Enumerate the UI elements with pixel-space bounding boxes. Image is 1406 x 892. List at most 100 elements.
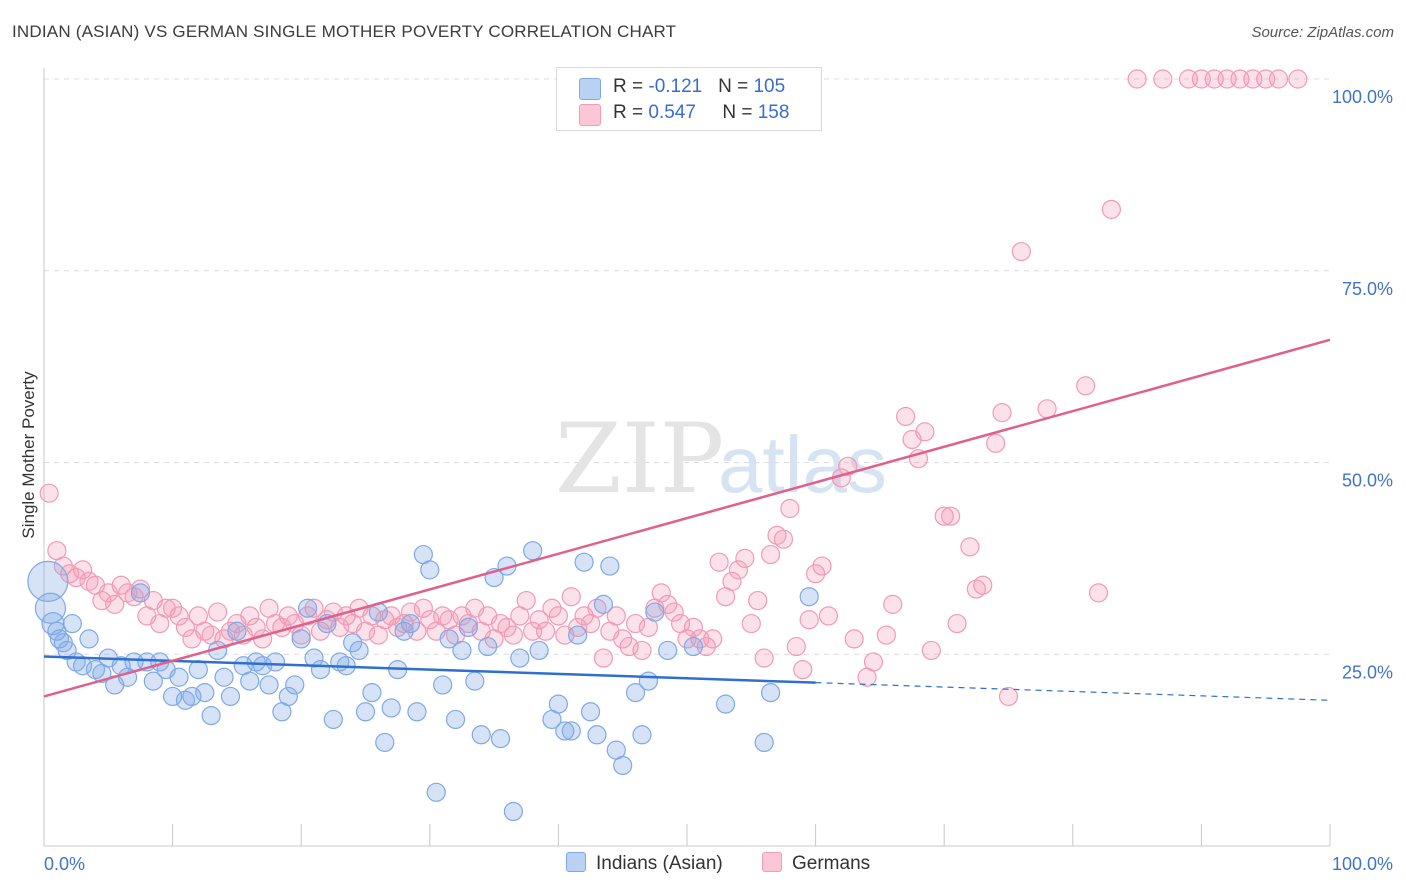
indians-point — [503, 801, 523, 822]
x-tick-label-max: 100.0% — [1332, 854, 1393, 874]
germans-point — [683, 617, 704, 638]
series-germans — [39, 69, 1308, 707]
indians-point — [291, 629, 311, 649]
watermark-zip: ZIP — [555, 403, 724, 515]
indians-point — [561, 721, 581, 741]
germans-point — [786, 636, 806, 657]
germans-point — [548, 606, 569, 626]
germans-point — [92, 590, 112, 611]
bottom-legend-germans[interactable]: Germans — [762, 852, 870, 875]
germans-point — [1127, 69, 1147, 89]
indians-point — [188, 659, 208, 680]
germans-point — [413, 598, 433, 618]
indians-point — [130, 583, 151, 603]
indians-point — [259, 675, 279, 695]
germans-point — [915, 422, 935, 442]
indians-point — [490, 729, 511, 749]
legend-n-label: N = — [722, 102, 758, 123]
germans-point — [947, 613, 967, 634]
indians-point — [278, 686, 298, 707]
y-tick-label: 50.0% — [1342, 471, 1393, 491]
indians-point — [323, 709, 343, 730]
indians-point — [458, 617, 478, 638]
indians-point — [265, 652, 286, 672]
trend-line-germans — [43, 338, 1331, 698]
germans-point — [754, 648, 774, 668]
germans-point — [799, 610, 819, 630]
germans-point — [1101, 199, 1121, 219]
indians-point — [201, 706, 221, 726]
gridlines — [44, 78, 1330, 655]
indians-point — [240, 671, 260, 691]
indians-point — [632, 725, 652, 745]
legend-r-value-germans: 0.547 — [648, 102, 696, 123]
tick-labels: 25.0% 50.0% 75.0% 100.0% 0.0% 100.0% — [44, 87, 1393, 874]
germans-point — [838, 456, 858, 476]
indians-point — [343, 633, 363, 653]
germans-point — [818, 606, 839, 626]
indians-point — [27, 560, 69, 602]
indians-point — [169, 667, 189, 687]
legend-r-value-indians: -0.121 — [648, 76, 703, 97]
germans-point — [973, 575, 993, 595]
germans-point — [998, 686, 1019, 707]
indians-point — [381, 698, 401, 718]
indians-point — [548, 694, 569, 714]
germans-point — [613, 629, 633, 649]
germans-point — [561, 587, 581, 607]
germans-point — [773, 529, 794, 549]
indians-point — [638, 671, 659, 691]
indians-point — [465, 671, 485, 691]
germans-point — [760, 544, 781, 565]
germans-point — [1076, 376, 1096, 396]
indians-point — [298, 598, 318, 618]
indians-point — [754, 732, 774, 753]
germans-point — [240, 606, 260, 626]
indians-point — [310, 659, 331, 680]
bottom-legend-indians[interactable]: Indians (Asian) — [566, 852, 723, 875]
indians-point — [220, 686, 241, 707]
germans-point — [934, 506, 954, 526]
germans-point — [39, 483, 59, 503]
indians-point — [253, 656, 273, 676]
germans-point — [400, 602, 421, 622]
germans-point — [709, 552, 729, 572]
germans-point — [72, 560, 93, 580]
indians-point — [658, 640, 678, 661]
germans-point — [921, 640, 941, 661]
bottom-legend-swatch-germans — [762, 852, 782, 872]
bottom-legend-swatch-indians — [566, 852, 586, 872]
indians-point — [407, 702, 427, 722]
indians-point — [163, 686, 183, 707]
germans-point — [728, 560, 749, 580]
germans-point — [220, 621, 241, 641]
germans-point — [748, 590, 768, 611]
germans-point — [169, 606, 189, 626]
watermark-atlas: atlas — [718, 420, 887, 509]
y-axis-label: Single Mother Poverty — [19, 371, 38, 539]
indians-point — [182, 686, 202, 707]
germans-point — [53, 556, 73, 576]
indians-point — [445, 709, 466, 730]
indians-point — [510, 648, 530, 668]
germans-point — [741, 613, 761, 634]
indians-point — [568, 625, 588, 645]
germans-point — [516, 590, 536, 611]
germans-point — [960, 537, 980, 557]
axes — [43, 68, 1331, 847]
germans-point — [1153, 69, 1173, 89]
germans-point — [1088, 583, 1109, 603]
indians-point — [683, 636, 704, 657]
indians-point — [79, 629, 99, 649]
germans-point — [1268, 69, 1289, 89]
legend-swatch-indians — [579, 78, 601, 100]
indians-point — [478, 636, 498, 657]
germans-point — [632, 640, 652, 661]
bottom-legend-label-indians: Indians (Asian) — [596, 853, 723, 874]
bottom-legend-label-germans: Germans — [792, 853, 871, 874]
indians-point — [600, 556, 620, 576]
germans-point — [568, 617, 588, 638]
indians-point — [375, 732, 395, 753]
germans-point — [941, 506, 961, 526]
